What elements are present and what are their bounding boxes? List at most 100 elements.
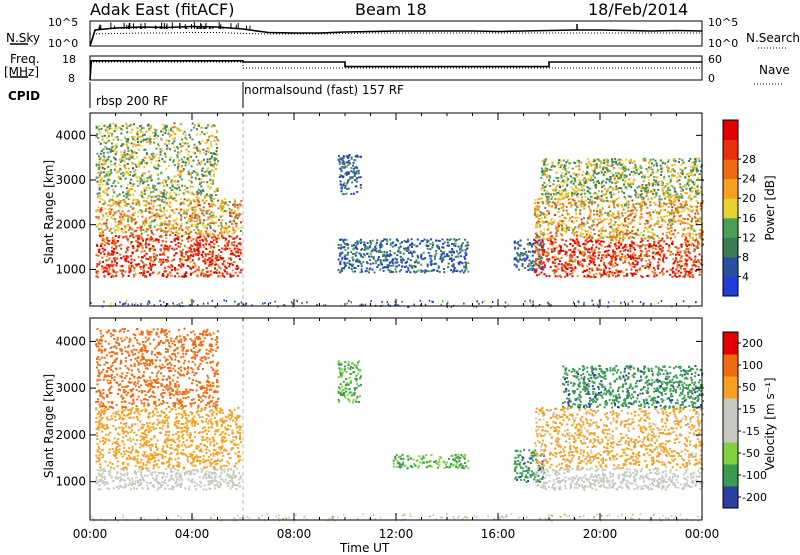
- power-cell: [578, 227, 580, 229]
- power-cell: [220, 275, 222, 277]
- power-cell: [98, 125, 100, 127]
- power-cell: [347, 161, 349, 163]
- power-cell: [622, 262, 624, 264]
- power-cell: [207, 186, 209, 188]
- power-cell: [593, 276, 595, 278]
- power-cell: [607, 250, 609, 252]
- power-cell: [463, 256, 465, 258]
- power-cell: [173, 259, 175, 261]
- power-cell: [660, 209, 662, 211]
- power-cell: [131, 150, 133, 152]
- power-cell: [145, 240, 147, 242]
- power-cell: [631, 171, 633, 173]
- power-cell: [420, 255, 422, 257]
- power-cell: [154, 249, 156, 251]
- power-cell: [210, 227, 212, 229]
- power-cell: [666, 235, 668, 237]
- power-cell: [625, 244, 627, 246]
- power-cell: [99, 158, 101, 160]
- power-cell: [379, 259, 381, 261]
- power-cell: [181, 235, 183, 237]
- power-cell: [203, 149, 205, 151]
- power-cell: [210, 241, 212, 243]
- power-cell: [209, 251, 211, 253]
- power-cell: [350, 193, 352, 195]
- power-cell: [229, 263, 231, 265]
- power-cell: [550, 219, 552, 221]
- power-cell: [685, 207, 687, 209]
- power-cell: [461, 270, 463, 272]
- power-cell: [120, 257, 122, 259]
- power-cell: [98, 141, 100, 143]
- power-cell: [589, 215, 591, 217]
- power-cell: [127, 147, 129, 149]
- power-cell: [523, 248, 525, 250]
- power-cell: [133, 267, 135, 269]
- power-cell: [220, 228, 222, 230]
- power-cell: [218, 207, 220, 209]
- power-cell: [629, 264, 631, 266]
- power-cell: [610, 219, 612, 221]
- power-cell: [632, 262, 634, 264]
- power-cell: [387, 269, 389, 271]
- power-cell: [103, 148, 105, 150]
- power-cell: [231, 276, 233, 278]
- power-cell: [630, 269, 632, 271]
- power-cell: [583, 275, 585, 277]
- power-cell: [673, 215, 675, 217]
- power-cell: [684, 270, 686, 272]
- power-cell: [98, 164, 100, 166]
- power-cell: [223, 237, 225, 239]
- power-cell: [216, 154, 218, 156]
- power-cell: [453, 251, 455, 253]
- power-cell: [135, 204, 137, 206]
- power-cell: [583, 223, 585, 225]
- power-cell: [180, 225, 182, 227]
- power-cell: [629, 244, 631, 246]
- power-cell: [565, 225, 567, 227]
- power-cell: [99, 192, 101, 194]
- power-cell: [641, 201, 643, 203]
- power-cell: [194, 124, 196, 126]
- power-cell: [152, 191, 154, 193]
- power-cell: [188, 145, 190, 147]
- power-cell: [207, 158, 209, 160]
- power-cell: [130, 179, 132, 181]
- power-cell: [680, 265, 682, 267]
- power-cell: [602, 230, 604, 232]
- power-cell: [401, 241, 403, 243]
- power-cell: [181, 223, 183, 225]
- power-cell: [546, 184, 548, 186]
- power-cell: [164, 248, 166, 250]
- power-cell: [143, 270, 145, 272]
- power-cell: [133, 275, 135, 277]
- power-cell: [628, 262, 630, 264]
- power-cell: [437, 270, 439, 272]
- power-cell: [395, 268, 397, 270]
- power-cell: [608, 215, 610, 217]
- power-cell: [697, 202, 699, 204]
- power-cell: [538, 206, 540, 208]
- power-cell: [99, 132, 101, 134]
- power-cell: [451, 248, 453, 250]
- power-cell: [663, 209, 665, 211]
- power-cell: [695, 270, 697, 272]
- power-cell: [153, 138, 155, 140]
- power-cell: [689, 257, 691, 259]
- power-cell: [196, 240, 198, 242]
- power-cell: [446, 239, 448, 241]
- power-cell: [641, 216, 643, 218]
- power-cell: [449, 251, 451, 253]
- power-cell: [455, 256, 457, 258]
- power-cell: [372, 240, 374, 242]
- power-cell: [193, 243, 195, 245]
- power-cell: [220, 222, 222, 224]
- power-cell: [177, 174, 179, 176]
- power-cell: [171, 224, 173, 226]
- power-cell: [676, 250, 678, 252]
- power-cell: [583, 217, 585, 219]
- power-cell: [442, 247, 444, 249]
- power-cell: [198, 125, 200, 127]
- power-cell: [668, 206, 670, 208]
- power-cell: [547, 248, 549, 250]
